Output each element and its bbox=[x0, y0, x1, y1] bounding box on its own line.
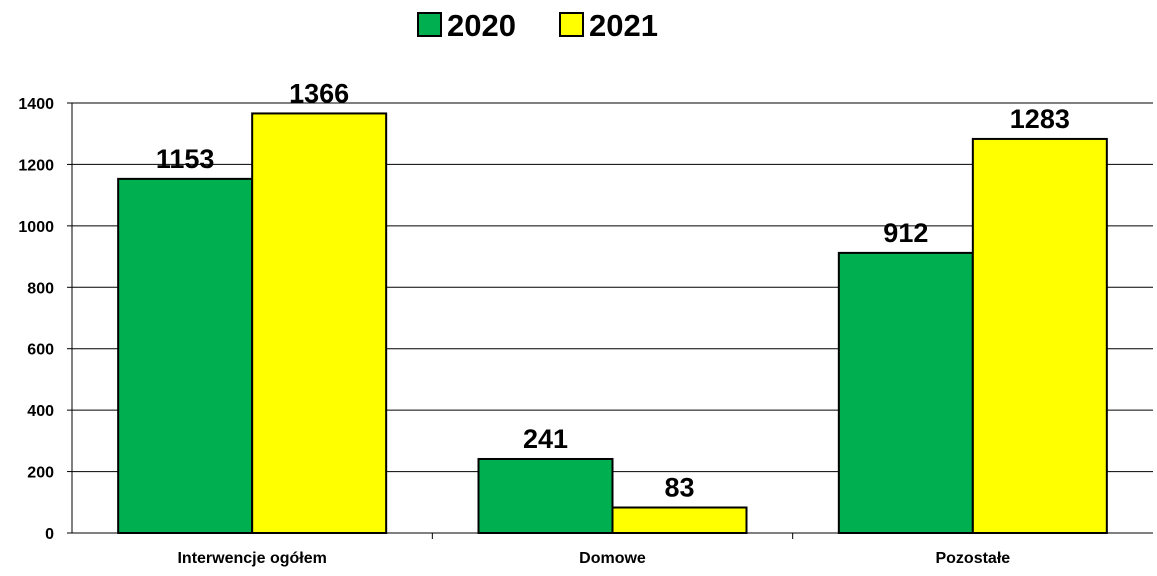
legend-swatch-2021 bbox=[559, 12, 584, 37]
category-label: Domowe bbox=[579, 550, 646, 567]
data-label-2021: 83 bbox=[664, 473, 694, 503]
legend: 2020 2021 bbox=[417, 8, 658, 43]
legend-swatch-2020 bbox=[417, 12, 442, 37]
data-label-2020: 912 bbox=[883, 218, 928, 248]
bar-2020-2 bbox=[837, 251, 974, 534]
data-label-2020: 241 bbox=[523, 424, 568, 454]
y-tick-label: 1400 bbox=[18, 96, 54, 113]
y-tick-label: 200 bbox=[27, 465, 54, 482]
y-tick-label: 1200 bbox=[18, 157, 54, 174]
bar-2021-2 bbox=[971, 137, 1108, 535]
y-tick-label: 0 bbox=[45, 526, 54, 543]
legend-label-2021: 2021 bbox=[589, 8, 658, 43]
category-label: Interwencje ogółem bbox=[177, 550, 326, 567]
y-tick-label: 1000 bbox=[18, 219, 54, 236]
data-label-2020: 1153 bbox=[156, 144, 215, 174]
y-tick-label: 800 bbox=[27, 280, 54, 297]
y-tick-label: 600 bbox=[27, 342, 54, 359]
legend-label-2020: 2020 bbox=[447, 8, 516, 43]
bars bbox=[117, 112, 1108, 535]
axes: 0 200 400 600 800 1000 1200 1400 Interwencje ogó… bbox=[18, 96, 1153, 567]
bar-2020-0 bbox=[117, 177, 254, 534]
y-tick-label: 400 bbox=[27, 403, 54, 420]
bar-2020-1 bbox=[477, 457, 614, 535]
bar-2021-0 bbox=[251, 112, 388, 534]
data-labels: 1153 1366 241 83 912 1283 bbox=[156, 78, 1070, 502]
data-label-2021: 1366 bbox=[289, 78, 349, 108]
bar-2021-1 bbox=[611, 506, 748, 534]
category-label: Pozostałe bbox=[935, 550, 1010, 567]
data-label-2021: 1283 bbox=[1010, 104, 1070, 134]
